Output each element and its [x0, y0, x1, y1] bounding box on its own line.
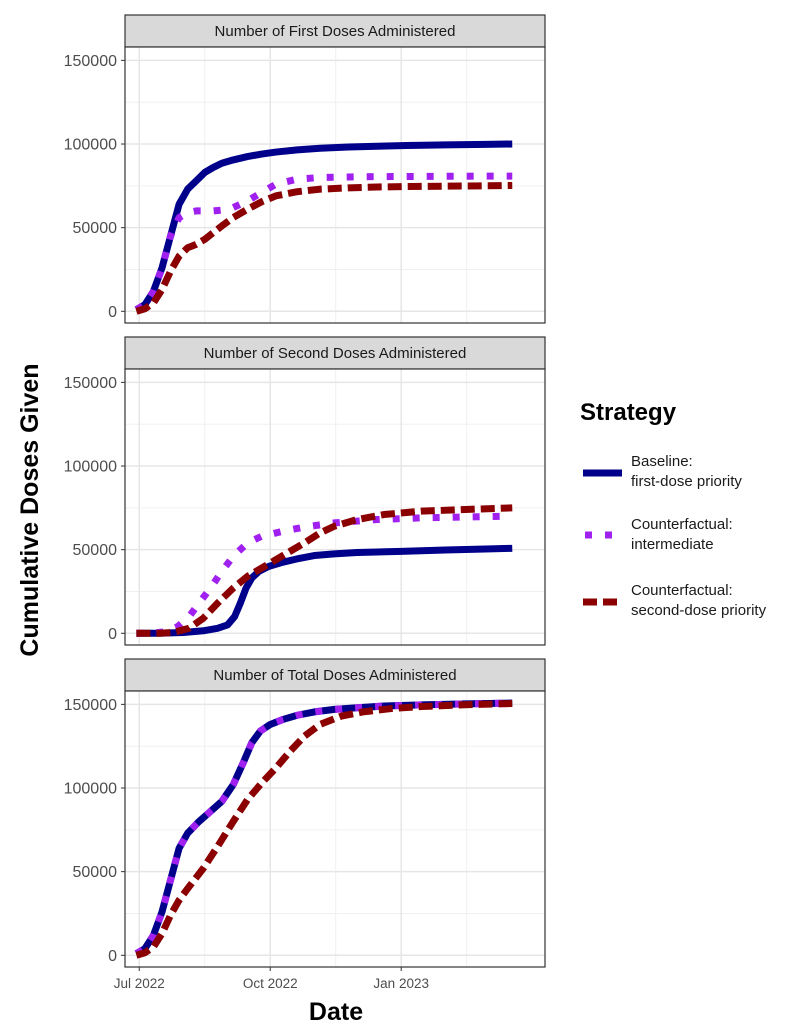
legend-title: Strategy	[580, 399, 677, 426]
legend-label-intermediate-line2: intermediate	[631, 536, 714, 553]
panel-3: Number of Total Doses Administered 0 50000…	[64, 658, 546, 991]
series-line-intermediate	[134, 172, 513, 313]
series-line-intermediate	[136, 512, 513, 637]
panel-1: Number of First Doses Administered 0 50000…	[64, 14, 546, 324]
panel-strip	[124, 336, 546, 370]
y-tick-label: 100000	[64, 781, 117, 798]
legend-label-baseline-line2: first-dose priority	[631, 473, 742, 490]
panel-title: Number of Second Doses Administered	[204, 345, 467, 362]
legend-entry-intermediate: Counterfactual: intermediate	[585, 516, 733, 553]
panel-2: Number of Second Doses Administered 0 5000…	[64, 336, 546, 646]
y-tick-label: 100000	[64, 137, 117, 154]
panels: Number of First Doses Administered 0 50000…	[64, 14, 546, 991]
y-tick-label: 50000	[73, 542, 118, 559]
x-tick-label: Jul 2022	[114, 976, 165, 991]
legend-label-second-dose-line2: second-dose priority	[631, 602, 767, 619]
x-axis-title: Date	[309, 998, 363, 1023]
series-line-intermediate	[134, 699, 513, 957]
y-tick-label: 150000	[64, 53, 117, 70]
legend-label-baseline-line1: Baseline:	[631, 453, 693, 470]
series-line-second-dose	[136, 504, 513, 637]
series-line-baseline	[134, 140, 513, 313]
legend-entry-baseline: Baseline: first-dose priority	[583, 453, 742, 490]
series-line-second-dose	[135, 700, 513, 959]
panel-title: Number of Total Doses Administered	[213, 667, 456, 684]
y-tick-label: 0	[108, 948, 117, 965]
y-tick-label: 150000	[64, 375, 117, 392]
y-axis-title: Cumulative Doses Given	[16, 363, 44, 656]
plot-background	[125, 369, 545, 645]
legend-entry-second-dose: Counterfactual: second-dose priority	[583, 582, 767, 619]
series-line-second-dose	[135, 182, 513, 315]
x-tick-label: Jan 2023	[373, 976, 429, 991]
legend: Strategy Baseline: first-dose priority C…	[580, 399, 767, 619]
y-tick-label: 150000	[64, 697, 117, 714]
panel-title: Number of First Doses Administered	[215, 23, 456, 40]
y-tick-label: 100000	[64, 459, 117, 476]
y-tick-label: 50000	[73, 220, 118, 237]
y-tick-label: 0	[108, 626, 117, 643]
panel-strip	[124, 658, 546, 692]
y-tick-label: 0	[108, 304, 117, 321]
legend-label-intermediate-line1: Counterfactual:	[631, 516, 733, 533]
panel-border	[124, 690, 546, 968]
panel-border	[124, 46, 546, 324]
legend-label-second-dose-line1: Counterfactual:	[631, 582, 733, 599]
x-tick-label: Oct 2022	[243, 976, 298, 991]
panel-strip	[124, 14, 546, 48]
panel-border	[124, 368, 546, 646]
y-tick-label: 50000	[73, 864, 118, 881]
